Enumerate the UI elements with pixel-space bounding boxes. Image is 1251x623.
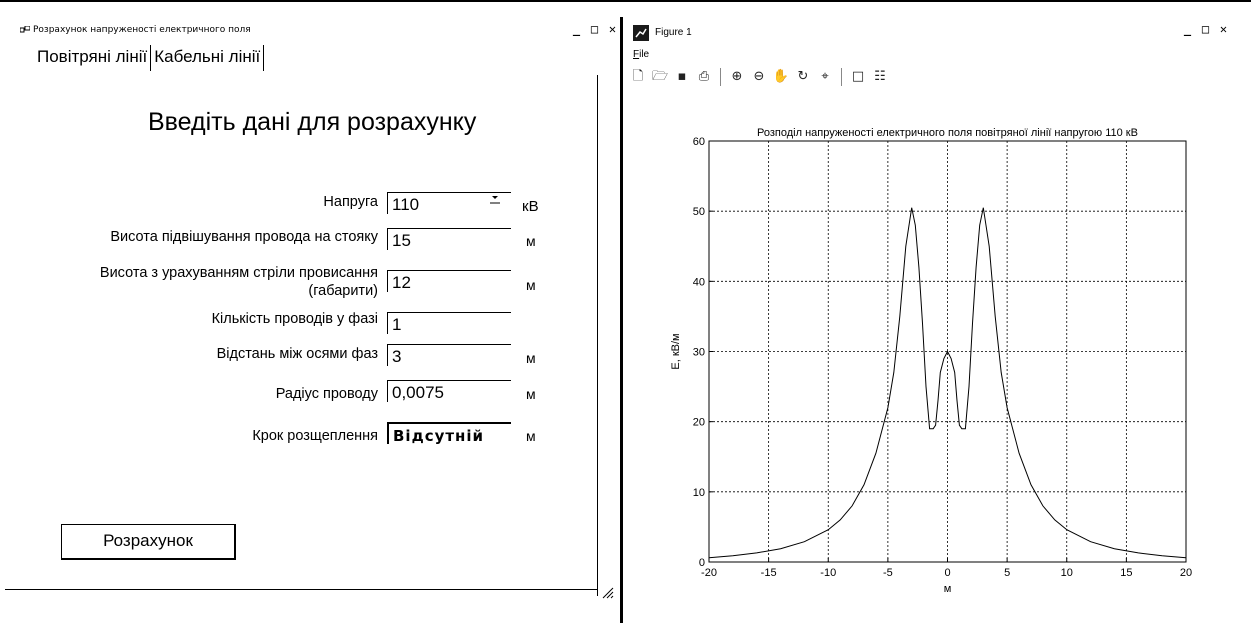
x-tick-label: -10 [820, 567, 836, 579]
x-tick-label: 15 [1120, 567, 1132, 579]
window-separator [620, 17, 623, 623]
panel-border-bottom [5, 589, 597, 590]
open-folder-icon[interactable]: 🗁 [651, 69, 669, 84]
wires-per-phase-field[interactable]: 1 [387, 312, 511, 334]
sag-height-label: Висота з урахуванням стріли провисання [99, 265, 378, 281]
y-tick-label: 10 [693, 487, 705, 499]
sag-height-label-line2: (габарити) [308, 283, 378, 299]
x-tick-label: 10 [1061, 567, 1073, 579]
data-cursor-icon[interactable]: ⌖ [821, 69, 829, 84]
save-icon[interactable]: ▪ [677, 69, 687, 84]
zoom-out-icon[interactable]: ⊖ [753, 69, 765, 84]
x-tick-label: 5 [1004, 567, 1010, 579]
figure-title: Figure 1 [655, 27, 692, 38]
screen-top-border [0, 0, 1251, 2]
minimize-button[interactable]: _ [572, 22, 581, 36]
app-icon [20, 26, 30, 33]
window-title: Розрахунок напруженості електричного пол… [33, 25, 251, 35]
left-title-bar: Розрахунок напруженості електричного пол… [0, 17, 620, 39]
x-tick-label: 20 [1180, 567, 1192, 579]
wire-radius-field[interactable]: 0,0075 [387, 380, 511, 402]
y-tick-label: 0 [699, 557, 705, 569]
plot-tools-icon[interactable]: □ [851, 69, 865, 84]
calculate-button[interactable]: Розрахунок [61, 524, 236, 560]
split-step-unit: м [526, 428, 536, 444]
figure-window: Figure 1 _ □ ✕ File 🗋 🗁 ▪ ⎙ ⊕ ⊖ ✋ ↻ ⌖ □ … [623, 17, 1251, 623]
y-tick-label: 30 [693, 347, 705, 359]
toolbar-separator [720, 68, 721, 86]
panel-border-right [597, 75, 598, 596]
resize-grip-icon[interactable] [600, 585, 614, 599]
left-window-controls: _ □ ✕ [568, 22, 621, 37]
figure-minimize-button[interactable]: _ [1183, 22, 1192, 36]
form-heading: Введіть дані для розрахунку [148, 108, 477, 136]
toolbar-separator [841, 68, 842, 86]
figure-window-controls: _ □ ✕ [1179, 22, 1232, 37]
suspension-height-unit: м [526, 233, 536, 249]
wires-per-phase-label: Кількість проводів у фазі [211, 311, 378, 327]
zoom-in-icon[interactable]: ⊕ [731, 69, 743, 84]
y-axis-label: E, кВ/м [670, 333, 682, 369]
split-step-label: Крок розщеплення [252, 428, 378, 444]
y-tick-label: 50 [693, 206, 705, 218]
voltage-unit: кВ [522, 198, 539, 215]
voltage-dropdown[interactable]: 110 [387, 192, 511, 214]
maximize-button[interactable]: □ [590, 22, 599, 36]
phase-distance-label: Відстань між осями фаз [216, 346, 378, 362]
suspension-height-field[interactable]: 15 [387, 228, 511, 250]
x-axis-label: м [944, 583, 952, 595]
menu-file-rest: ile [639, 49, 650, 60]
figure-app-icon [633, 25, 649, 41]
field-strength-line [708, 207, 1187, 559]
tab-cable-lines[interactable]: Кабельні лінії [150, 45, 265, 71]
x-tick-label: 0 [944, 567, 950, 579]
chart-title: Розподіл напруженості електричного поля … [757, 127, 1138, 139]
y-tick-label: 60 [693, 136, 705, 148]
sag-height-field[interactable]: 12 [387, 270, 511, 292]
tab-overhead-lines[interactable]: Повітряні лінії [37, 47, 148, 66]
menu-file-mnemonic: F [633, 49, 640, 60]
chevron-down-icon[interactable] [489, 190, 501, 206]
wire-radius-unit: м [526, 386, 536, 402]
pan-hand-icon[interactable]: ✋ [772, 69, 790, 84]
phase-distance-field[interactable]: 3 [387, 344, 511, 366]
x-tick-label: -5 [883, 567, 893, 579]
wire-radius-label: Радіус проводу [275, 386, 378, 402]
figure-close-button[interactable]: ✕ [1219, 22, 1228, 36]
x-tick-label: -20 [701, 567, 717, 579]
figure-maximize-button[interactable]: □ [1201, 22, 1210, 36]
sag-height-unit: м [526, 277, 536, 293]
property-editor-icon[interactable]: ☷ [874, 69, 886, 84]
y-tick-label: 40 [693, 276, 705, 288]
suspension-height-label: Висота підвішування провода на стояку [110, 229, 378, 245]
new-file-icon[interactable]: 🗋 [632, 69, 644, 84]
x-tick-label: -15 [761, 567, 777, 579]
print-icon[interactable]: ⎙ [698, 69, 710, 84]
calculator-window: Розрахунок напруженості електричного пол… [0, 17, 620, 623]
y-tick-label: 20 [693, 417, 705, 429]
close-button[interactable]: ✕ [608, 22, 617, 36]
figure-toolbar: 🗋 🗁 ▪ ⎙ ⊕ ⊖ ✋ ↻ ⌖ □ ☷ [629, 65, 889, 89]
rotate-3d-icon[interactable]: ↻ [797, 69, 809, 84]
voltage-label: Напруга [323, 194, 378, 210]
phase-distance-unit: м [526, 350, 536, 366]
tab-strip: Повітряні лінії Кабельні лінії [33, 45, 265, 71]
menu-file[interactable]: File [633, 49, 649, 60]
field-strength-chart[interactable]: -20 -15 -10 -5 0 5 10 15 20 0 10 20 30 40 50 60 Розподіл… [623, 17, 1251, 623]
split-step-field[interactable]: Відсутній [387, 422, 511, 445]
